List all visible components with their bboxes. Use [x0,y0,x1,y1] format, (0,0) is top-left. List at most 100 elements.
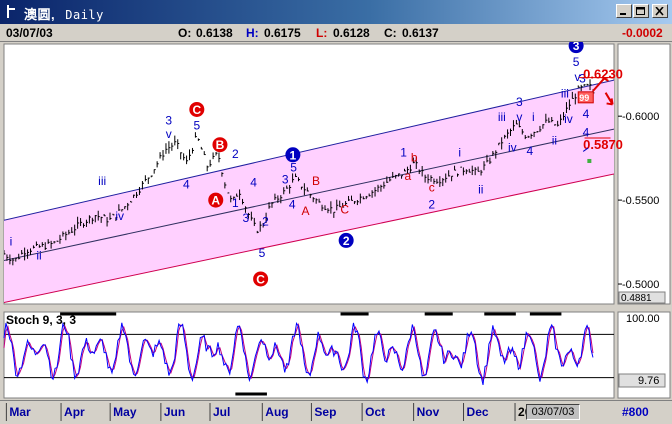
target-box [577,91,594,104]
wave-label-39: b [411,150,418,164]
wave-label-25: iv [508,140,517,154]
wave-label-29: iii [561,87,569,101]
wave-label-16: 4 [289,197,296,211]
wave-circle-2: A [208,192,224,208]
target-high-label: 0.6230 [583,67,623,82]
wave-label-28: iv [564,112,573,126]
wave-label-8: 1 [232,196,239,210]
close-label: C: [384,26,397,40]
maximize-icon [636,7,645,15]
maximize-button[interactable] [633,4,649,18]
month-label-2: May [113,405,137,419]
projection-arrow-up [592,77,609,92]
wave-label-33: 4 [583,107,590,121]
wave-circle-3: C [253,271,269,287]
header-date: 03/07/03 [6,26,53,40]
minimize-button[interactable] [616,4,632,18]
wave-label-0: i [10,234,13,248]
wave-label-3: iv [115,209,124,223]
wave-label-26: 4 [527,144,534,158]
wave-circle-5: 2 [338,232,354,248]
wave-label-34: 4 [583,125,590,139]
wave-label-32: 3 [579,72,586,86]
close-value: 0.6137 [402,26,439,40]
window-title: 澳圆, Daily [24,4,104,23]
price-axis-label-2: -0.5000 [622,279,659,291]
month-label-5: Aug [265,405,288,419]
price-axis-panel [617,43,671,305]
wave-label-40: c [429,181,435,195]
stoch-k-line [3,321,594,386]
regression-channel-band [4,80,614,303]
change-value: -0.0002 [622,26,663,40]
signal-tick [582,147,589,152]
window-title-period: Daily [65,8,104,22]
wave-label-7: 5 [193,119,200,133]
wave-label-15: 3 [282,172,289,186]
time-axis-bar: 03/07/03 #800 Mar Apr May Jun Jul Aug Sep Oct No… [0,400,672,424]
wave-label-11: 4 [250,176,257,190]
price-last-box [618,291,666,304]
wave-label-30: 5 [573,55,580,69]
wave-label-12: 5 [259,246,266,260]
high-value: 0.6175 [264,26,301,40]
month-label-3: Jun [164,405,185,419]
wave-label-5: v [166,127,172,141]
channel-upper-line [4,79,614,221]
wave-label-2: iii [98,174,106,188]
wave-label-20: ii [478,182,483,196]
stoch-d-line [3,322,594,382]
signal-marker [587,158,592,163]
wave-label-23: v [516,110,522,124]
wave-label-35: A [301,204,309,218]
month-label-4: Jul [213,405,230,419]
month-label-7: Oct [365,405,385,419]
month-label-1: Apr [64,405,85,419]
wave-label-22: 3 [516,95,523,109]
wave-label-17: 1 [400,145,407,159]
target-box-label: 99 [579,93,589,103]
wave-label-18: 2 [428,197,435,211]
channel-middle-line [4,128,614,262]
wave-label-19: i [458,145,461,159]
month-label-8: Nov [417,405,440,419]
wave-circle-label: 2 [343,234,350,248]
ohlc-info-bar: 03/07/03 O: 0.6138 H: 0.6175 L: 0.6128 C… [0,24,672,42]
wave-label-10: 3 [243,211,250,225]
close-button[interactable] [652,4,668,18]
stoch-panel [3,311,615,399]
price-axis-label-0: -0.6000 [622,111,659,123]
wave-label-14: 5 [290,161,297,175]
wave-label-1: ii [36,249,41,263]
wave-label-38: a [405,169,412,183]
wave-circle-0: C [189,101,205,117]
month-label-0: Mar [9,405,31,419]
wave-circle-label: 1 [290,148,297,162]
open-label: O: [178,26,192,40]
wave-circle-badge [212,137,228,153]
stoch-top-value: 100.00 [626,313,660,325]
wave-circle-label: C [192,103,201,117]
wave-circle-1: B [212,137,228,153]
wave-circle-4: 1 [285,147,301,163]
wave-circle-badge [189,101,205,117]
wave-label-21: iii [498,110,506,124]
month-label-9: Dec [467,405,489,419]
target-low-label: 0.5870 [583,137,623,152]
wave-label-31: v [575,70,581,84]
wave-circle-badge [568,42,584,54]
price-last-value: 0.4881 [621,293,652,304]
current-date-box[interactable]: 03/07/03 [526,404,580,420]
stoch-label: Stoch 9, 3, 3 [6,313,76,327]
wave-circle-label: A [211,194,220,208]
window-title-sep: , [51,7,60,22]
window-title-symbol: 澳圆 [24,7,52,22]
wave-circle-label: 3 [573,42,580,53]
wave-label-13: 2 [262,214,269,228]
channel-lower-line [4,173,614,303]
stoch-last-box [618,373,666,388]
price-axis-label-1: -0.5500 [622,195,659,207]
window-titlebar[interactable]: 澳圆, Daily [0,0,672,24]
wave-circle-6: 3 [568,42,584,54]
